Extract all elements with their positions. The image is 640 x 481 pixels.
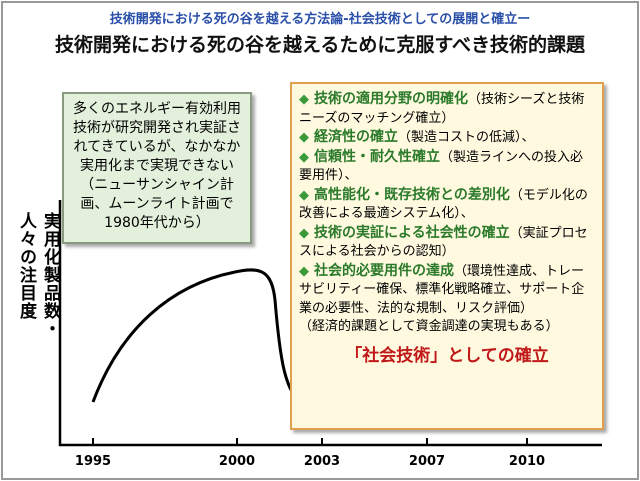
- issue-list: ◆ 技術の適用分野の明確化（技術シーズと技術ニーズのマッチング確立） ◆ 経済性の確立…: [299, 90, 595, 318]
- issue-heading: 信頼性・耐久性確立: [314, 148, 440, 165]
- issue-note: （製造コストの低減）、: [398, 130, 535, 145]
- issue: ◆ 経済性の確立（製造コストの低減）、: [299, 128, 595, 148]
- bullet: ◆: [299, 92, 309, 107]
- subtitle: 技術開発における死の谷を越える方法論-社会技術としての展開と確立ー: [109, 12, 531, 27]
- issue-note: （製造ラインへの投入必要用件）、: [299, 149, 584, 184]
- issue: ◆ 高性能化・既存技術との差別化（モデル化の改善による最適システム化）、: [299, 186, 595, 224]
- note-box: 多くのエネルギー有効利用技術が研究開発され実証されてきているが、なかなか実用化ま…: [62, 92, 252, 244]
- year-label: 1995: [74, 454, 112, 469]
- issue-heading: 高性能化・既存技術との差別化: [314, 186, 510, 203]
- year-label: 2010: [508, 454, 546, 469]
- bullet: ◆: [299, 225, 309, 241]
- bullet: ◆: [299, 187, 309, 203]
- issue-note: （技術シーズと技術ニーズのマッチング確立）: [299, 92, 585, 126]
- year-label: 2000: [218, 454, 256, 469]
- conclusion: 「社会技術」としての確立: [345, 345, 549, 366]
- curve: [91, 268, 520, 407]
- issue: ◆ 技術の適用分野の明確化（技術シーズと技術ニーズのマッチング確立）: [299, 90, 595, 128]
- y-label: 実用化製品数・ 人々の注目度: [14, 212, 62, 338]
- issue: ◆ 信頼性・耐久性確立（製造ラインへの投入必要用件）、: [299, 148, 595, 186]
- issue-heading: 社会的必要用件の達成: [314, 262, 454, 279]
- issue-note: （実証プロセスによる社会からの認知）: [299, 225, 588, 260]
- bullet: ◆: [299, 130, 309, 145]
- issue-heading: 技術の適用分野の明確化: [314, 91, 468, 107]
- bullet: ◆: [299, 263, 309, 279]
- issue-note: （環境性達成、トレーサビリティー確保、標準化戦略確立、サポート企業の必要性、法的…: [299, 263, 585, 316]
- title: 技術開発における死の谷を越えるために克服すべき技術的課題: [54, 34, 586, 56]
- y-label-line: 人々の注目度: [16, 212, 36, 320]
- issue-heading: 技術の実証による社会性の確立: [314, 224, 510, 241]
- year-label: 2007: [408, 454, 446, 469]
- extra-note: （経済的課題として資金調達の実現もある）: [299, 319, 559, 334]
- issue: ◆ 社会的必要用件の達成（環境性達成、トレーサビリティー確保、標準化戦略確立、サポ…: [299, 262, 595, 319]
- issue: ◆ 技術の実証による社会性の確立（実証プロセスによる社会からの認知）: [299, 224, 595, 262]
- y-label-line: 実用化製品数・: [40, 212, 60, 338]
- bullet: ◆: [299, 149, 309, 165]
- issues-box: ◆ 技術の適用分野の明確化（技術シーズと技術ニーズのマッチング確立） ◆ 経済性の確立…: [290, 82, 604, 430]
- issue-note: （モデル化の改善による最適システム化）、: [299, 187, 588, 222]
- issue-heading: 経済性の確立: [314, 129, 398, 145]
- ticks: [92, 438, 528, 445]
- year-label: 2003: [303, 454, 341, 469]
